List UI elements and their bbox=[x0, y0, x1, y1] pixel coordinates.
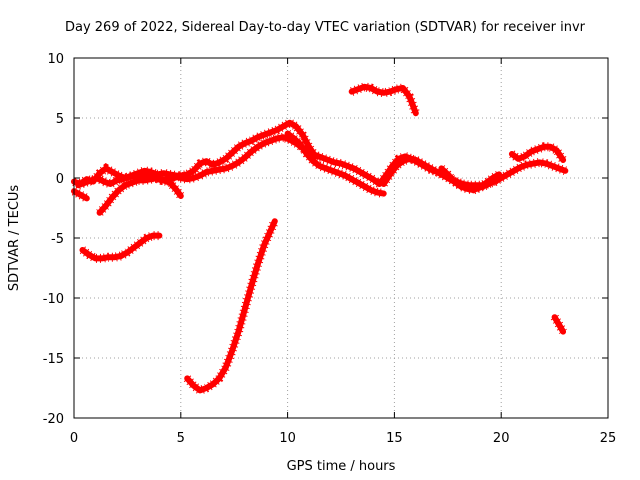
y-tick-label: 10 bbox=[47, 52, 64, 67]
series-markers-arc-10 bbox=[79, 231, 160, 263]
x-tick-label: 25 bbox=[600, 431, 617, 446]
series-markers-arc-3 bbox=[71, 187, 90, 203]
x-tick-label: 5 bbox=[177, 431, 185, 446]
y-axis-title: SDTVAR / TECUs bbox=[7, 185, 22, 292]
series-arc-4 bbox=[96, 175, 184, 216]
x-tick-label: 0 bbox=[70, 431, 78, 446]
x-tick-label: 10 bbox=[279, 431, 296, 446]
y-tick-label: 5 bbox=[56, 112, 64, 127]
chart-title: Day 269 of 2022, Sidereal Day-to-day VTE… bbox=[65, 20, 586, 35]
y-tick-label: 0 bbox=[56, 172, 64, 187]
y-tick-label: -15 bbox=[43, 352, 64, 367]
x-tick-label: 15 bbox=[386, 431, 403, 446]
series-arc-6 bbox=[284, 130, 387, 197]
y-tick-label: -10 bbox=[43, 292, 64, 307]
series-arc-11 bbox=[184, 218, 278, 394]
x-axis-title: GPS time / hours bbox=[287, 459, 396, 474]
series-arc-2 bbox=[75, 119, 319, 189]
y-tick-label: -5 bbox=[51, 232, 64, 247]
y-tick-label: -20 bbox=[43, 412, 64, 427]
series-markers-arc-13 bbox=[550, 314, 567, 334]
x-tick-label: 20 bbox=[493, 431, 510, 446]
ticks: 0 5 10 15 20 25 -20 -15 -10 -5 0 5 10 bbox=[43, 52, 617, 446]
series-layer bbox=[71, 82, 569, 396]
series-arc-12 bbox=[348, 83, 419, 117]
series-markers-arc-8 bbox=[438, 165, 502, 195]
series-arc-9 bbox=[508, 143, 567, 163]
